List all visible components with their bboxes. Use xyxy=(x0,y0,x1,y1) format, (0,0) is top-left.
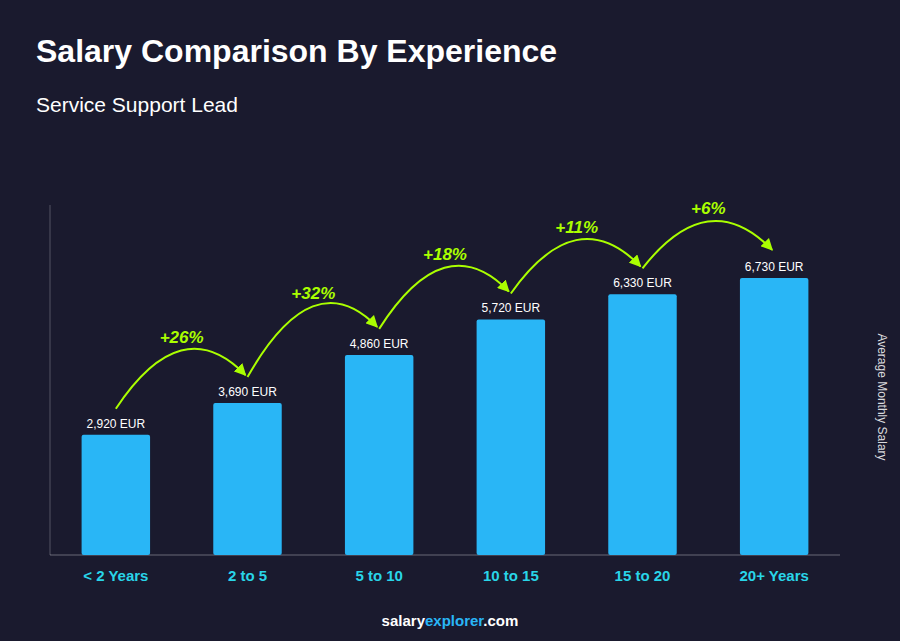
value-label: 2,920 EUR xyxy=(86,417,145,431)
bar xyxy=(477,319,545,555)
change-label: +6% xyxy=(691,199,726,218)
change-label: +26% xyxy=(160,328,204,347)
bar xyxy=(608,294,676,555)
category-label: 20+ Years xyxy=(739,567,808,584)
change-label: +18% xyxy=(423,245,467,264)
category-label: 10 to 15 xyxy=(483,567,539,584)
value-label: 4,860 EUR xyxy=(350,337,409,351)
bar xyxy=(345,355,413,555)
value-label: 3,690 EUR xyxy=(218,385,277,399)
footer-part: .com xyxy=(483,612,518,629)
change-arrow xyxy=(116,349,246,409)
change-label: +32% xyxy=(291,284,335,303)
footer-part: explorer xyxy=(425,612,484,629)
title: Salary Comparison By Experience xyxy=(36,33,557,69)
bar xyxy=(82,435,150,555)
bar xyxy=(213,403,281,555)
category-label: 5 to 10 xyxy=(355,567,403,584)
bars xyxy=(82,278,809,555)
chart-container: Salary Comparison By Experience Service S… xyxy=(0,0,900,641)
change-arrow xyxy=(511,239,641,293)
background xyxy=(0,0,900,641)
x-axis-line xyxy=(50,555,840,556)
footer-part: salary xyxy=(382,612,426,629)
category-label: < 2 Years xyxy=(83,567,148,584)
value-label: 5,720 EUR xyxy=(481,301,540,315)
category-label: 15 to 20 xyxy=(615,567,671,584)
change-arrow xyxy=(248,303,378,377)
chart-svg: Salary Comparison By Experience Service S… xyxy=(0,0,900,641)
value-label: 6,330 EUR xyxy=(613,276,672,290)
value-label: 6,730 EUR xyxy=(745,260,804,274)
change-arrow xyxy=(643,221,773,268)
subtitle: Service Support Lead xyxy=(36,93,238,116)
change-label: +11% xyxy=(555,218,598,237)
side-label: Average Monthly Salary xyxy=(875,333,889,460)
bar xyxy=(740,278,808,555)
change-arrow xyxy=(379,266,509,329)
footer: salaryexplorer.com xyxy=(382,612,519,629)
y-axis-line xyxy=(50,205,51,555)
category-label: 2 to 5 xyxy=(228,567,267,584)
